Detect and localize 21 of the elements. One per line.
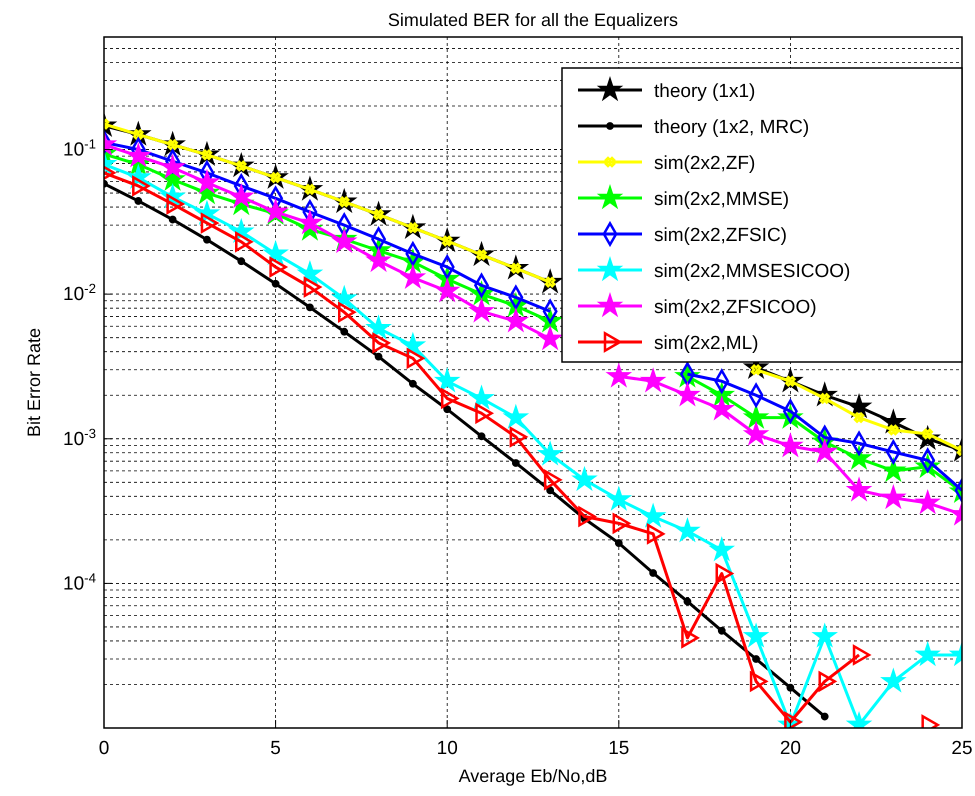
y-tick-label: 10$^{-3}$ xyxy=(63,425,96,450)
x-tick-label: 10 xyxy=(436,738,458,759)
legend-label: sim(2x2,ML) xyxy=(654,333,759,354)
legend-label: sim(2x2,ZFSIC) xyxy=(654,225,787,246)
legend-label: sim(2x2,MMSESICOO) xyxy=(654,261,850,282)
y-tick-label: 10$^{-4}$ xyxy=(63,570,96,594)
legend-label: theory (1x1) xyxy=(654,81,756,102)
x-tick-label: 25 xyxy=(951,738,973,759)
legend-label: sim(2x2,ZF) xyxy=(654,153,756,174)
x-axis-title: Average Eb/No,dB xyxy=(458,766,608,786)
x-tick-label: 5 xyxy=(270,738,281,759)
x-tick-label: 0 xyxy=(98,738,110,759)
chart-title: Simulated BER for all the Equalizers xyxy=(388,10,678,30)
legend-label: sim(2x2,MMSE) xyxy=(654,189,790,210)
y-tick-label: 10$^{-2}$ xyxy=(63,280,96,306)
x-tick-label: 15 xyxy=(608,738,630,759)
x-tick-label: 20 xyxy=(780,738,801,759)
y-axis-title: Bit Error Rate xyxy=(24,328,44,438)
legend-label: theory (1x2, MRC) xyxy=(654,117,810,138)
legend-label: sim(2x2,ZFSICOO) xyxy=(654,297,817,318)
y-tick-label: 10$^{-1}$ xyxy=(63,136,96,161)
